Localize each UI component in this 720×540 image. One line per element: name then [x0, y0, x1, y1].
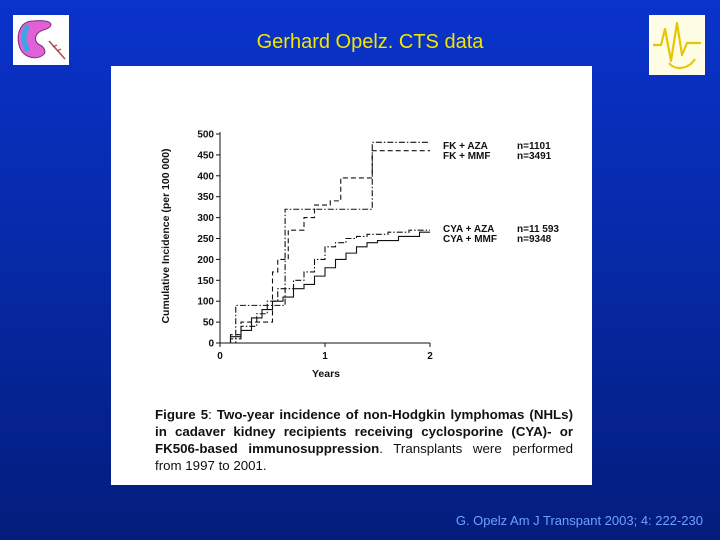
legend-label: FK + MMF	[443, 151, 491, 162]
y-tick-label: 400	[197, 171, 214, 182]
x-tick-label: 2	[427, 351, 433, 362]
legend-n: n=3491	[517, 151, 552, 162]
figure-caption: Figure 5: Two-year incidence of non-Hodg…	[155, 406, 573, 474]
y-tick-label: 0	[208, 339, 214, 350]
y-tick-label: 250	[197, 234, 214, 245]
series-line	[220, 142, 430, 343]
citation: G. Opelz Am J Transpant 2003; 4: 222-230	[456, 513, 703, 528]
y-axis-label: Cumulative Incidence (per 100 000)	[160, 148, 172, 323]
y-tick-label: 500	[197, 130, 214, 141]
legend-label: CYA + MMF	[443, 234, 497, 245]
y-tick-label: 200	[197, 255, 214, 266]
legend-n: n=9348	[517, 234, 552, 245]
nhl-incidence-chart: Cumulative Incidence (per 100 000) Years…	[111, 66, 592, 406]
y-tick-label: 350	[197, 192, 214, 203]
slide-title: Gerhard Opelz. CTS data	[0, 31, 720, 54]
y-tick-label: 100	[197, 297, 214, 308]
y-tick-label: 450	[197, 150, 214, 161]
y-tick-label: 50	[203, 318, 215, 329]
caption-sep: :	[208, 407, 217, 422]
x-axis-label: Years	[312, 368, 340, 380]
figure-panel: Cumulative Incidence (per 100 000) Years…	[111, 66, 592, 485]
x-tick-label: 0	[217, 351, 223, 362]
y-tick-label: 150	[197, 276, 214, 287]
caption-lead: Figure 5	[155, 407, 208, 422]
y-tick-label: 300	[197, 213, 214, 224]
x-tick-label: 1	[322, 351, 328, 362]
